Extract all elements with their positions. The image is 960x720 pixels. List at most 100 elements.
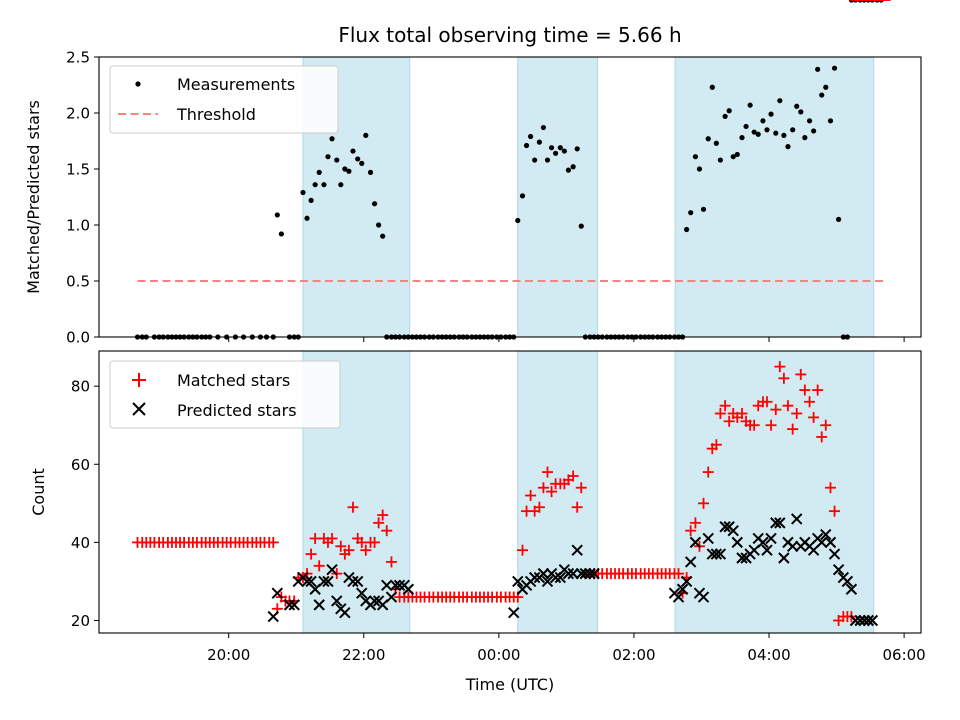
measurement-point bbox=[802, 135, 808, 141]
measurement-point bbox=[334, 157, 340, 163]
measurement-point bbox=[528, 133, 534, 140]
measurement-point bbox=[578, 223, 584, 229]
legend-threshold-label: Threshold bbox=[176, 105, 256, 124]
measurement-point bbox=[726, 108, 732, 114]
measurement-point bbox=[692, 154, 699, 160]
predicted-star-point bbox=[684, 556, 697, 568]
predicted-star-point bbox=[541, 575, 554, 588]
matched-star-point bbox=[795, 368, 807, 380]
measurement-point bbox=[561, 148, 567, 154]
measurement-point bbox=[747, 102, 753, 108]
matched-star-point bbox=[326, 532, 338, 544]
measurement-point bbox=[325, 154, 331, 160]
top-y-axis-label: Matched/Predicted stars bbox=[24, 100, 43, 294]
matched-star-point bbox=[765, 419, 777, 431]
matched-star-point bbox=[347, 501, 359, 513]
measurement-point bbox=[827, 118, 834, 124]
predicted-star-point bbox=[828, 548, 841, 560]
predicted-star-point bbox=[778, 552, 790, 564]
measurement-point bbox=[819, 92, 825, 98]
measurement-point bbox=[540, 124, 547, 131]
measurement-point bbox=[739, 135, 745, 141]
matched-star-point bbox=[673, 568, 685, 580]
predicted-star-point bbox=[368, 595, 381, 607]
matched-star-point bbox=[571, 501, 583, 513]
matched-star-point bbox=[787, 423, 799, 435]
predicted-star-point bbox=[736, 552, 748, 564]
measurement-point bbox=[278, 231, 284, 237]
measurement-point bbox=[367, 169, 374, 175]
measurement-point bbox=[798, 109, 804, 115]
matched-star-point bbox=[525, 490, 537, 502]
measurement-point bbox=[743, 123, 749, 130]
predicted-star-point bbox=[339, 606, 351, 619]
matched-star-point bbox=[689, 517, 701, 529]
bottom-shaded-intervals bbox=[302, 350, 875, 634]
predicted-star-point bbox=[347, 575, 359, 588]
predicted-star-point bbox=[512, 575, 524, 588]
top-y-axis: 0.0 0.5 1.0 1.5 2.0 2.5 bbox=[66, 49, 99, 347]
predicted-star-point bbox=[672, 591, 685, 603]
matched-star-point bbox=[381, 525, 393, 537]
predicted-star-point bbox=[313, 599, 325, 611]
top-y-tick-label-0: 0.0 bbox=[66, 329, 90, 347]
predicted-star-point bbox=[356, 587, 368, 599]
measurement-point bbox=[781, 132, 787, 138]
predicted-star-point bbox=[402, 583, 415, 595]
matched-star-point bbox=[799, 384, 811, 396]
measurement-point bbox=[359, 160, 365, 166]
measurement-point bbox=[760, 118, 766, 124]
measurement-point bbox=[722, 113, 728, 119]
top-legend: Measurements Threshold bbox=[109, 65, 339, 134]
measurement-point bbox=[552, 150, 559, 156]
predicted-star-point bbox=[584, 567, 596, 580]
measurement-point bbox=[312, 182, 318, 188]
measurement-point bbox=[777, 98, 783, 104]
predicted-star-point bbox=[571, 544, 583, 556]
matched-stars-points bbox=[131, 0, 891, 627]
top-y-tick-label-3: 1.5 bbox=[66, 161, 90, 179]
predicted-star-point bbox=[288, 599, 300, 611]
matched-star-point bbox=[313, 560, 325, 572]
bottom-y-axis-label: Count bbox=[29, 468, 48, 516]
measurement-point bbox=[574, 146, 580, 152]
top-shaded-intervals bbox=[302, 56, 875, 338]
matched-star-point bbox=[782, 400, 794, 412]
predicted-star-point bbox=[283, 599, 296, 611]
legend-predicted-label: Predicted stars bbox=[177, 401, 297, 420]
predicted-star-point bbox=[731, 536, 743, 549]
measurement-point bbox=[755, 131, 761, 137]
measurement-point bbox=[705, 136, 711, 142]
top-panel: 0.0 0.5 1.0 1.5 2.0 2.5 Matched/Predicted sta… bbox=[24, 0, 922, 347]
top-y-tick-label-4: 2.0 bbox=[66, 105, 90, 123]
matched-star-point bbox=[714, 407, 726, 419]
matched-star-point bbox=[748, 419, 760, 431]
measurement-point bbox=[713, 140, 719, 146]
predicted-star-point bbox=[331, 595, 343, 607]
predicted-star-point bbox=[351, 575, 364, 588]
top-shaded-interval-2 bbox=[674, 56, 875, 338]
measurement-point bbox=[363, 132, 369, 138]
predicted-star-point bbox=[575, 567, 587, 580]
predicted-star-point bbox=[727, 524, 739, 537]
measurement-point bbox=[532, 157, 538, 163]
predicted-star-point bbox=[824, 536, 837, 549]
predicted-star-point bbox=[791, 513, 803, 525]
measurement-point bbox=[565, 167, 572, 173]
predicted-star-point bbox=[326, 564, 338, 576]
top-plot-frame bbox=[98, 56, 922, 338]
matched-star-point bbox=[710, 439, 722, 451]
x-tick-label-3: 02:00 bbox=[612, 646, 655, 664]
matched-star-point bbox=[736, 407, 748, 419]
measurement-point bbox=[321, 182, 327, 188]
measurement-point bbox=[806, 118, 813, 124]
bottom-y-tick-label-2: 60 bbox=[71, 456, 90, 474]
measurement-point bbox=[304, 215, 310, 221]
measurement-point bbox=[790, 127, 796, 133]
measurement-point bbox=[371, 201, 378, 207]
matched-star-point bbox=[698, 497, 710, 509]
matched-star-point bbox=[369, 536, 381, 548]
matched-star-point bbox=[267, 536, 279, 548]
measurement-point bbox=[831, 65, 838, 71]
predicted-star-point bbox=[385, 591, 398, 603]
